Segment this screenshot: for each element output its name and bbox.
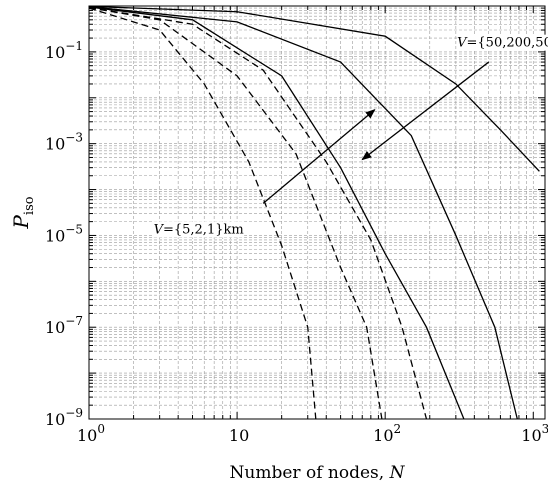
ticks	[88, 5, 545, 420]
y-tick-label: 10−5	[45, 222, 83, 245]
grid	[88, 5, 545, 420]
y-tick-label: 10−9	[45, 406, 83, 429]
annotations: V={50,200,500}m V={5,2,1}km	[153, 34, 548, 238]
y-axis-label-sub: iso	[22, 196, 37, 215]
y-tick-label: 10−7	[45, 314, 83, 337]
tick-labels: 100 10 102 103 10−1 10−3 10−5 10−7 10−9	[45, 39, 548, 445]
x-tick-label: 100	[77, 422, 105, 445]
y-tick-label: 10−3	[45, 131, 83, 154]
series-line-dashed	[88, 7, 383, 420]
y-axis-label-main: P	[9, 215, 33, 230]
annotation-background	[153, 221, 245, 238]
y-tick-label: 10−1	[45, 39, 83, 62]
annotation-arrow	[262, 109, 376, 204]
y-axis-label: Piso	[9, 196, 37, 229]
series-line-solid	[88, 6, 465, 420]
x-tick-label: 102	[373, 422, 401, 445]
x-axis-label-var: N	[389, 463, 406, 483]
annotation-arrow	[361, 61, 490, 161]
series-line-solid	[88, 5, 518, 420]
annotation-label: V={50,200,500}m	[457, 36, 548, 51]
plot-frame	[88, 5, 546, 420]
x-tick-label: 10	[229, 426, 249, 445]
annotation-label: V={5,2,1}km	[154, 223, 244, 238]
x-tick-label: 103	[521, 422, 548, 445]
series-line-solid	[88, 5, 540, 172]
x-axis-label: Number of nodes, N	[230, 463, 406, 483]
x-axis-label-text: Number of nodes,	[230, 463, 390, 483]
annotation-background	[458, 34, 548, 51]
series-group	[88, 5, 540, 420]
series-line-dashed	[88, 7, 317, 420]
series-line-dashed	[88, 6, 428, 420]
